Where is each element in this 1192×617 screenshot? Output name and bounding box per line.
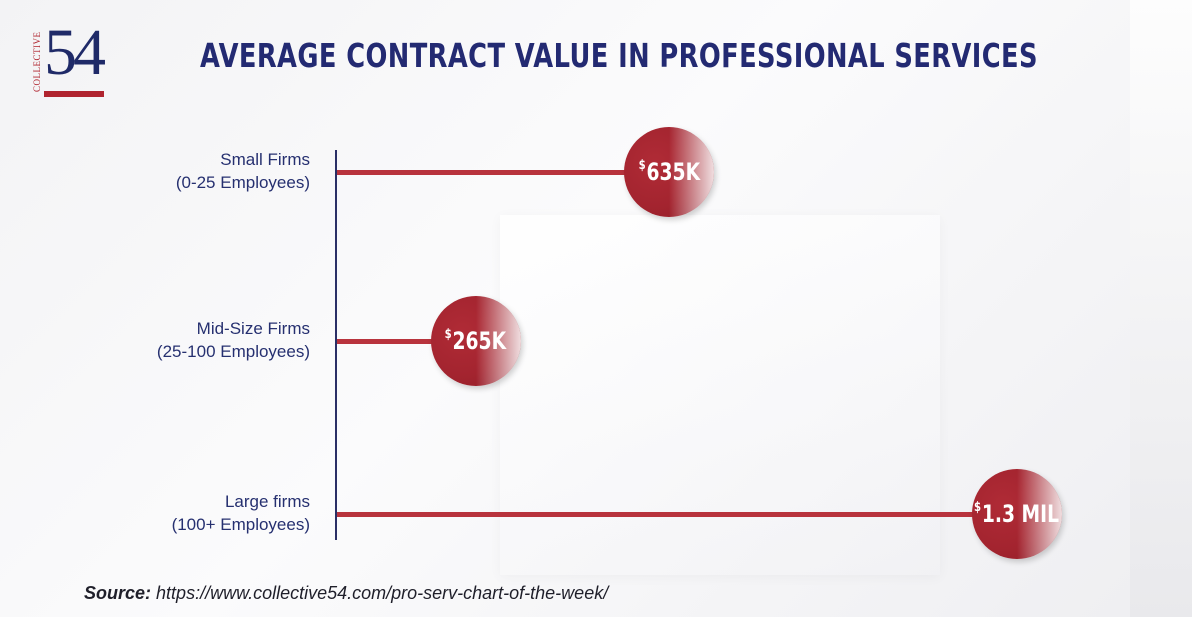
category-label-line: (0-25 Employees) [175,173,310,192]
value-bubble: $635K [624,127,715,217]
category-label: Large firms (100+ Employees) [10,490,310,536]
bar [337,339,476,344]
data-label-value: 265K [452,327,507,355]
category-label-line: Large firms [224,492,310,511]
category-label: Mid-Size Firms (25-100 Employees) [10,317,310,363]
background-stripe [1130,0,1192,617]
value-bubble: $1.3 MIL [972,469,1062,559]
category-label-line: (100+ Employees) [171,515,310,534]
logo-number: 54 [44,16,106,89]
currency-symbol: $ [638,158,646,173]
data-label-value: 635K [646,158,700,186]
value-bubble: $265K [430,296,521,386]
source-url: https://www.collective54.com/pro-serv-ch… [156,583,609,603]
source-label: Source: [84,583,152,603]
logo-side-text: COLLECTIVE [32,31,42,93]
source-line: Source: https://www.collective54.com/pro… [84,583,608,604]
category-label-line: (25-100 Employees) [156,342,310,361]
currency-symbol: $ [444,327,452,342]
data-label: $635K [638,158,699,186]
y-axis-line [335,150,337,540]
data-label-value: 1.3 MIL [982,500,1060,528]
category-label-line: Mid-Size Firms [196,319,310,338]
logo-underline [44,91,104,97]
bar [337,512,1017,517]
currency-symbol: $ [974,500,982,515]
category-label-line: Small Firms [220,150,310,169]
data-label: $1.3 MIL [974,500,1059,528]
category-label: Small Firms (0-25 Employees) [10,148,310,194]
chart-title: AVERAGE CONTRACT VALUE IN PROFESSIONAL S… [200,36,1038,75]
bar [337,170,670,175]
data-label: $265K [445,327,506,355]
background-panel [500,215,940,575]
